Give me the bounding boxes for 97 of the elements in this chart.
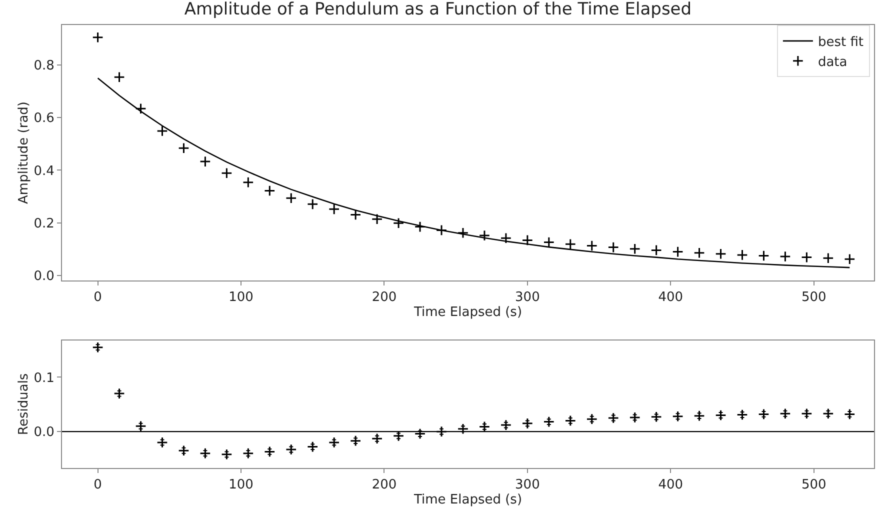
x-tick-label: 100 (228, 478, 254, 493)
point (264, 185, 276, 196)
point (758, 250, 770, 262)
point (650, 244, 662, 256)
point (715, 410, 726, 421)
y-tick-label: 0.0 (34, 425, 54, 440)
point (629, 412, 640, 424)
point (306, 198, 318, 210)
point (780, 408, 791, 420)
legend-label: data (818, 54, 848, 70)
point (114, 71, 125, 83)
y-tick-label: 0.4 (34, 164, 54, 179)
y-tick-label: 0.0 (34, 269, 54, 284)
point (92, 32, 104, 44)
y-tick-label: 0.2 (34, 216, 54, 232)
point (822, 252, 834, 264)
point (350, 209, 362, 220)
point (242, 176, 254, 188)
point (650, 411, 662, 423)
point (350, 435, 362, 446)
x-tick-label: 500 (801, 478, 826, 493)
point (178, 142, 190, 154)
point (694, 247, 705, 258)
y-tick-label: 0.8 (34, 58, 54, 74)
point (500, 419, 512, 431)
point (844, 254, 856, 265)
point (564, 415, 576, 426)
point (801, 408, 812, 420)
point (564, 238, 576, 250)
x-tick-label: 100 (228, 290, 254, 306)
point (457, 423, 469, 435)
point (694, 410, 705, 422)
point (672, 246, 684, 258)
point (114, 388, 125, 400)
point (780, 250, 791, 262)
point (414, 428, 426, 440)
point (543, 416, 555, 428)
x-axis-title: Time Elapsed (s) (412, 305, 522, 320)
point (285, 192, 297, 204)
point (156, 125, 168, 137)
point (801, 252, 812, 263)
point (371, 433, 383, 444)
point (543, 236, 555, 248)
point (306, 441, 318, 452)
point (586, 240, 598, 252)
x-axis-title: Time Elapsed (s) (412, 492, 522, 508)
line-series (97, 77, 850, 268)
chart-title: Amplitude of a Pendulum as a Function of the Time Elapsed (184, 0, 692, 20)
x-tick-label: 200 (372, 290, 397, 306)
point (392, 217, 404, 229)
point (221, 448, 232, 460)
x-tick-label: 400 (658, 290, 684, 306)
point (672, 410, 684, 422)
x-tick-label: 300 (515, 478, 540, 493)
point (436, 224, 448, 236)
point (200, 156, 211, 168)
y-axis-title: Residuals (16, 373, 32, 435)
point (478, 421, 490, 432)
x-tick-label: 400 (658, 478, 684, 493)
x-tick-label: 0 (94, 478, 102, 493)
x-tick-label: 0 (94, 290, 102, 306)
point (242, 448, 254, 459)
point (608, 412, 620, 424)
point (328, 436, 340, 448)
y-tick-label: 0.1 (34, 370, 54, 386)
y-axis-title: Amplitude (rad) (16, 101, 32, 204)
point (715, 248, 726, 260)
point (457, 227, 469, 238)
x-tick-label: 500 (801, 290, 826, 306)
point (608, 242, 620, 253)
legend-label: best fit (818, 35, 864, 50)
y-tick-label: 0.6 (34, 111, 54, 126)
point (328, 204, 340, 215)
x-tick-label: 200 (372, 478, 397, 493)
point (586, 413, 598, 425)
point (758, 408, 770, 420)
point (736, 249, 748, 261)
point (736, 409, 748, 420)
x-tick-label: 300 (515, 290, 540, 306)
point (156, 436, 168, 448)
point (478, 230, 490, 242)
point (371, 214, 383, 225)
point (221, 167, 232, 179)
point (414, 221, 426, 232)
point (285, 444, 297, 456)
point (264, 446, 276, 458)
point (500, 232, 512, 244)
point (844, 408, 856, 420)
point (822, 408, 834, 420)
point (178, 444, 190, 456)
point (522, 418, 534, 430)
point (522, 234, 534, 246)
point (200, 448, 211, 459)
point (92, 342, 104, 353)
point (135, 420, 146, 432)
point (629, 243, 640, 255)
point (135, 103, 146, 114)
